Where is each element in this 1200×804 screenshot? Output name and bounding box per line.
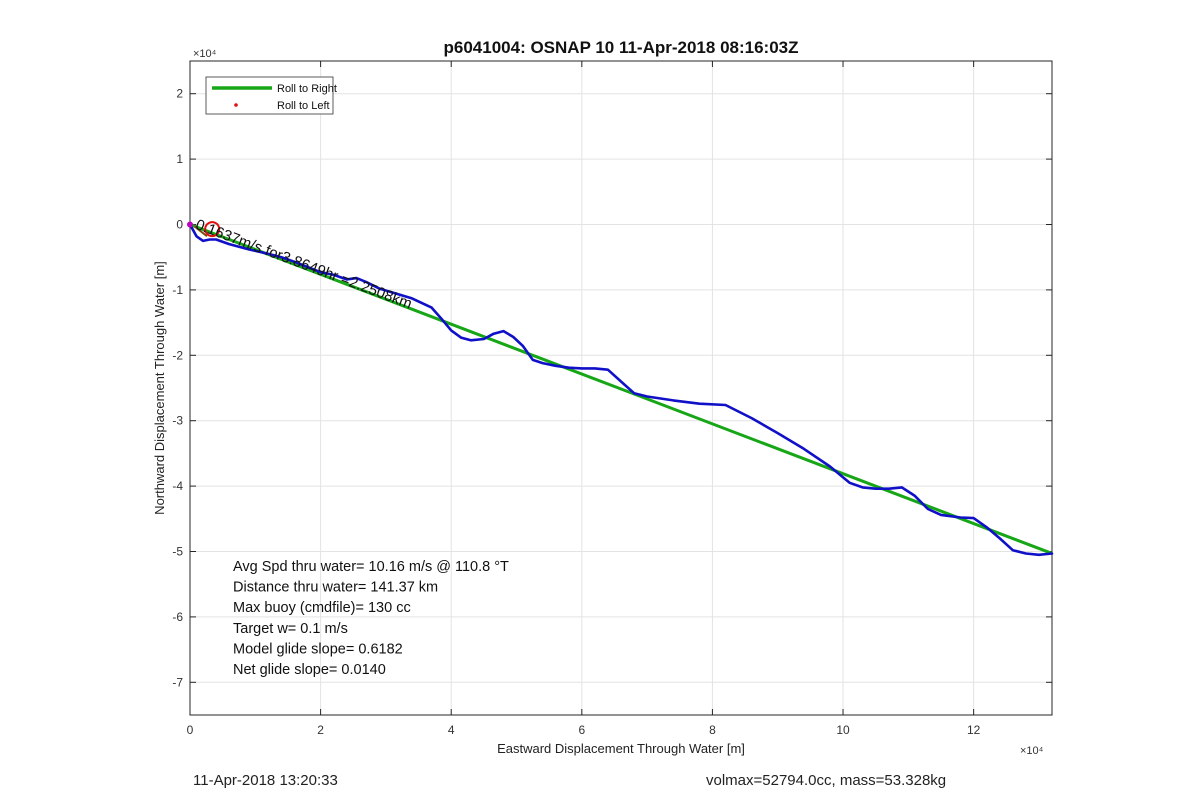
y-tick-label: -1 <box>172 283 183 297</box>
end-circle-marker <box>204 221 221 238</box>
x-tick-label: 4 <box>448 723 455 737</box>
grid-lines <box>190 61 1052 715</box>
series-layer <box>187 221 1054 557</box>
legend-label-roll-right: Roll to Right <box>277 83 337 95</box>
chart-title: p6041004: OSNAP 10 11-Apr-2018 08:16:03Z <box>444 38 799 57</box>
stats-annotation-line: Net glide slope= 0.0140 <box>233 662 386 678</box>
x-tick-label: 2 <box>317 723 324 737</box>
legend-label-roll-left: Roll to Left <box>277 100 330 112</box>
stats-annotation-line: Avg Spd thru water= 10.16 m/s @ 110.8 °T <box>233 559 509 575</box>
x-tick-label: 8 <box>709 723 716 737</box>
y-tick-label: -2 <box>172 348 183 362</box>
y-tick-label: -7 <box>172 675 183 689</box>
stats-annotation-line: Distance thru water= 141.37 km <box>233 580 438 596</box>
footer-datetime: 11-Apr-2018 13:20:33 <box>193 772 338 789</box>
y-tick-label: -5 <box>172 545 183 559</box>
x-tick-label: 10 <box>836 723 850 737</box>
x-tick-label: 6 <box>578 723 585 737</box>
y-tick-label: -6 <box>172 610 183 624</box>
x-tick-label: 12 <box>967 723 981 737</box>
stats-annotation-line: Max buoy (cmdfile)= 130 cc <box>233 600 411 616</box>
y-tick-label: 0 <box>176 218 183 232</box>
x-exponent-label: ×10⁴ <box>1020 745 1044 757</box>
current-vector-marker <box>193 225 208 238</box>
footer-info: volmax=52794.0cc, mass=53.328kg <box>706 772 947 789</box>
legend-swatch-roll-left <box>234 103 238 107</box>
start-point-marker <box>187 221 193 228</box>
plot-area <box>189 60 1053 716</box>
stats-annotation-line: Target w= 0.1 m/s <box>233 621 348 637</box>
y-tick-label: 2 <box>176 87 183 101</box>
series-line-roll-to-right <box>189 223 1053 555</box>
current-estimate-label: 0.1637m/s for3.8649hr =2.2508km <box>193 216 414 312</box>
y-tick-label: 1 <box>176 152 183 166</box>
x-tick-label: 0 <box>187 723 194 737</box>
legend-box <box>205 76 334 115</box>
x-axis-label: Eastward Displacement Through Water [m] <box>497 741 745 756</box>
legend: Roll to Right Roll to Left <box>205 76 337 115</box>
series-line-displacement-track <box>188 223 1054 557</box>
stats-annotation-line: Model glide slope= 0.6182 <box>233 641 403 657</box>
y-tick-label: -3 <box>172 414 183 428</box>
y-exponent-label: ×10⁴ <box>193 48 217 60</box>
y-tick-label: -4 <box>172 479 183 493</box>
annotation-layer: 0.1637m/s for3.8649hr =2.2508km Avg Spd t… <box>193 216 509 678</box>
y-axis-label: Northward Displacement Through Water [m] <box>152 261 167 515</box>
